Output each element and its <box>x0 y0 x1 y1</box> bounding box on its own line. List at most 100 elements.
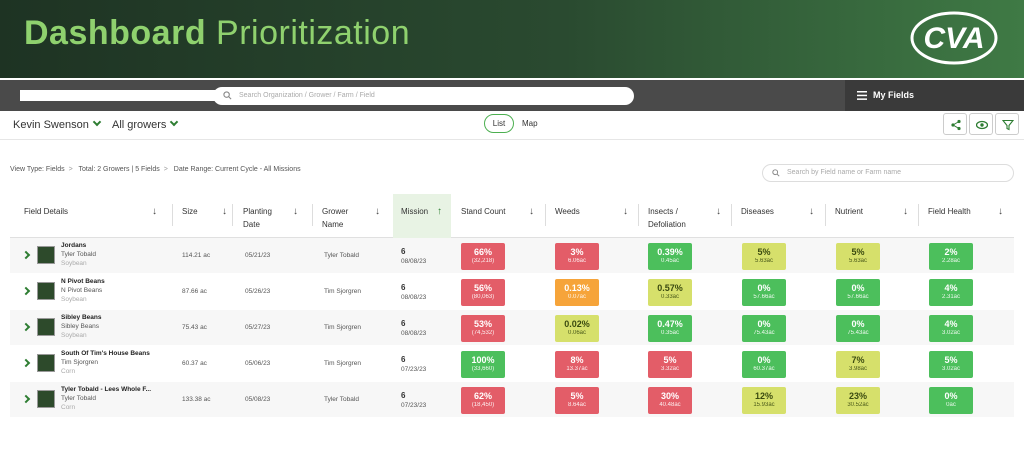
stand-badge[interactable]: 100% (33,660) <box>461 351 505 378</box>
nutrient-detail: 75.43ac <box>847 330 869 336</box>
expand-row-icon[interactable] <box>21 322 31 332</box>
map-view-toggle[interactable]: Map <box>522 119 538 128</box>
col-stand-count[interactable]: Stand Count ↓ <box>461 194 545 238</box>
col-mission[interactable]: Mission ↑ <box>393 194 451 238</box>
nutrient-badge[interactable]: 7% 3.98ac <box>836 351 880 378</box>
col-divider <box>825 204 826 226</box>
diseases-percent: 0% <box>757 355 771 365</box>
stand-badge[interactable]: 66% (32,218) <box>461 243 505 270</box>
mission-date: 07/23/23 <box>401 366 427 373</box>
field-search-placeholder: Search by Field name or Farm name <box>787 169 901 176</box>
nutrient-badge[interactable]: 0% 75.43ac <box>836 315 880 342</box>
col-divider <box>312 204 313 226</box>
insects-badge[interactable]: 5% 3.32ac <box>648 351 692 378</box>
expand-row-icon[interactable] <box>21 358 31 368</box>
visibility-button[interactable] <box>969 113 993 135</box>
col-planting-label: Planting Date <box>243 207 272 229</box>
col-divider <box>232 204 233 226</box>
diseases-percent: 0% <box>757 319 771 329</box>
diseases-badge[interactable]: 5% 5.63ac <box>742 243 786 270</box>
insects-badge[interactable]: 0.57% 0.33ac <box>648 279 692 306</box>
field-name[interactable]: Jordans <box>61 242 87 249</box>
table-row[interactable]: Jordans Tyler Tobald Soybean 114.21 ac 05/21… <box>10 238 1014 274</box>
filter-button[interactable] <box>995 113 1019 135</box>
field-name[interactable]: N Pivot Beans <box>61 278 105 285</box>
stand-badge[interactable]: 62% (18,450) <box>461 387 505 414</box>
list-view-toggle[interactable]: List <box>484 114 514 133</box>
insects-badge[interactable]: 0.47% 0.35ac <box>648 315 692 342</box>
diseases-detail: 75.43ac <box>753 330 775 336</box>
health-badge[interactable]: 4% 2.31ac <box>929 279 973 306</box>
col-planting-date[interactable]: Planting Date ↓ <box>243 194 303 238</box>
col-field-details[interactable]: Field Details ↓ <box>24 194 182 238</box>
field-name[interactable]: Tyler Tobald - Lees Whole F... <box>61 386 152 393</box>
col-insects[interactable]: Insects / Defoliation ↓ <box>648 194 732 238</box>
health-badge[interactable]: 0% 0ac <box>929 387 973 414</box>
expand-row-icon[interactable] <box>21 394 31 404</box>
my-fields-button[interactable]: My Fields <box>845 80 1024 111</box>
expand-row-icon[interactable] <box>21 286 31 296</box>
chevron-down-icon <box>170 117 179 127</box>
stand-badge[interactable]: 56% (80,063) <box>461 279 505 306</box>
mission-number: 6 <box>401 355 406 364</box>
col-size[interactable]: Size ↓ <box>182 194 242 238</box>
planting-date: 05/06/23 <box>245 360 271 367</box>
weeds-badge[interactable]: 3% 6.06ac <box>555 243 599 270</box>
sort-down-icon: ↓ <box>998 206 1003 217</box>
weeds-percent: 3% <box>570 247 584 257</box>
diseases-badge[interactable]: 0% 57.66ac <box>742 279 786 306</box>
nutrient-badge[interactable]: 0% 57.66ac <box>836 279 880 306</box>
col-weeds[interactable]: Weeds ↓ <box>555 194 639 238</box>
user-dropdown[interactable]: Kevin Swenson <box>13 117 102 131</box>
mission-number: 6 <box>401 391 406 400</box>
table-row[interactable]: South Of Tim's House Beans Tim Sjorgren Co… <box>10 346 1014 382</box>
table-row[interactable]: Tyler Tobald - Lees Whole F... Tyler Toba… <box>10 382 1014 418</box>
col-field-health[interactable]: Field Health ↓ <box>928 194 1012 238</box>
diseases-badge[interactable]: 12% 15.93ac <box>742 387 786 414</box>
diseases-badge[interactable]: 0% 75.43ac <box>742 315 786 342</box>
table-row[interactable]: N Pivot Beans N Pivot Beans Soybean 87.66 a… <box>10 274 1014 310</box>
health-badge[interactable]: 2% 2.28ac <box>929 243 973 270</box>
growers-dropdown[interactable]: All growers <box>112 117 179 131</box>
health-detail: 0ac <box>946 402 956 408</box>
weeds-badge[interactable]: 0.13% 0.07ac <box>555 279 599 306</box>
field-search-input[interactable]: Search by Field name or Farm name <box>762 164 1014 182</box>
diseases-badge[interactable]: 0% 60.37ac <box>742 351 786 378</box>
insects-detail: 0.45ac <box>660 258 679 264</box>
weeds-badge[interactable]: 0.02% 0.06ac <box>555 315 599 342</box>
nutrient-detail: 57.66ac <box>847 294 869 300</box>
weeds-percent: 8% <box>570 355 584 365</box>
field-grower: Tim Sjorgren <box>61 359 98 366</box>
field-name[interactable]: Sibley Beans <box>61 314 102 321</box>
table-row[interactable]: Sibley Beans Sibley Beans Soybean 75.43 ac 0… <box>10 310 1014 346</box>
col-diseases-label: Diseases <box>741 207 774 216</box>
col-grower-name[interactable]: Grower Name ↓ <box>322 194 392 238</box>
search-scope-field[interactable] <box>20 90 220 101</box>
health-percent: 2% <box>944 247 958 257</box>
health-badge[interactable]: 5% 3.02ac <box>929 351 973 378</box>
field-crop: Soybean <box>61 260 87 267</box>
insects-badge[interactable]: 0.39% 0.45ac <box>648 243 692 270</box>
field-name[interactable]: South Of Tim's House Beans <box>61 350 150 357</box>
weeds-badge[interactable]: 5% 8.64ac <box>555 387 599 414</box>
expand-row-icon[interactable] <box>21 250 31 260</box>
search-input[interactable]: Search Organization / Grower / Farm / Fi… <box>213 87 634 105</box>
weeds-detail: 0.06ac <box>567 330 586 336</box>
nutrient-badge[interactable]: 5% 5.63ac <box>836 243 880 270</box>
stand-badge[interactable]: 53% (74,532) <box>461 315 505 342</box>
col-diseases[interactable]: Diseases ↓ <box>741 194 825 238</box>
grower-name: Tyler Tobald <box>324 252 359 259</box>
insects-badge[interactable]: 30% 40.48ac <box>648 387 692 414</box>
chevron-down-icon <box>92 117 102 127</box>
col-mission-label: Mission <box>401 207 429 216</box>
table-header: Field Details ↓ Size ↓ Planting Date ↓ Grow… <box>10 194 1014 238</box>
insects-percent: 0.39% <box>657 247 683 257</box>
mission-number: 6 <box>401 247 406 256</box>
health-badge[interactable]: 4% 3.02ac <box>929 315 973 342</box>
diseases-detail: 5.63ac <box>754 258 773 264</box>
nutrient-badge[interactable]: 23% 30.52ac <box>836 387 880 414</box>
col-nutrient[interactable]: Nutrient ↓ <box>835 194 919 238</box>
grower-name: Tim Sjorgren <box>324 324 361 331</box>
weeds-badge[interactable]: 8% 13.37ac <box>555 351 599 378</box>
share-button[interactable] <box>943 113 967 135</box>
